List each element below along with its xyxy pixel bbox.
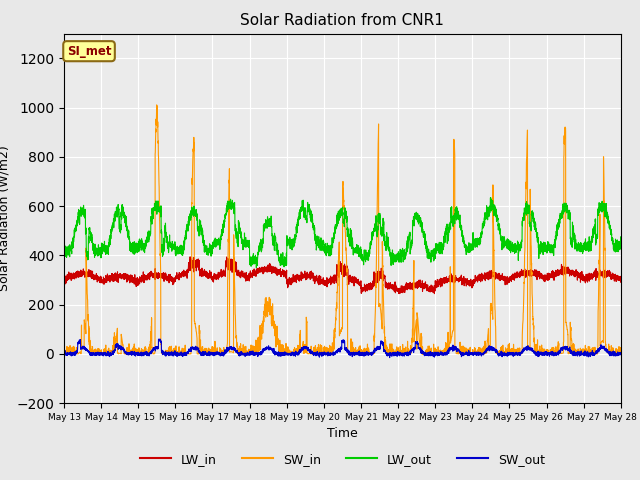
SW_in [322, 351, 330, 357]
SW_in [616, 345, 624, 350]
SW_in [617, 351, 625, 357]
LW_in [322, 281, 330, 287]
Line: LW_in: LW_in [64, 257, 621, 294]
LW_out [60, 253, 68, 259]
LW_out [253, 265, 260, 271]
SW_out [161, 350, 168, 356]
LW_out [436, 250, 444, 256]
LW_in [186, 254, 194, 260]
SW_out [436, 351, 444, 357]
LW_in [616, 274, 624, 279]
SW_out [386, 355, 394, 360]
SW_in [60, 351, 68, 357]
SW_in [153, 102, 161, 108]
LW_out [617, 245, 625, 251]
SW_out [60, 351, 68, 357]
SW_out [322, 350, 330, 356]
LW_out [499, 240, 507, 245]
SW_in [468, 351, 476, 357]
SW_out [617, 351, 625, 357]
SW_in [499, 351, 507, 357]
SW_out [468, 351, 476, 357]
Line: SW_out: SW_out [64, 339, 621, 358]
LW_in [431, 291, 438, 297]
Text: SI_met: SI_met [67, 45, 111, 58]
Line: LW_out: LW_out [64, 198, 621, 268]
SW_in [161, 351, 168, 357]
LW_out [467, 241, 475, 247]
LW_in [436, 278, 444, 284]
SW_out [499, 350, 507, 356]
SW_out [156, 336, 163, 342]
LW_out [322, 245, 330, 251]
LW_out [487, 195, 495, 201]
Y-axis label: Solar Radiation (W/m2): Solar Radiation (W/m2) [0, 145, 11, 291]
SW_in [436, 351, 444, 357]
LW_out [616, 239, 624, 245]
Title: Solar Radiation from CNR1: Solar Radiation from CNR1 [241, 13, 444, 28]
LW_in [499, 277, 507, 283]
LW_in [617, 279, 625, 285]
X-axis label: Time: Time [327, 428, 358, 441]
LW_in [468, 280, 476, 286]
LW_in [60, 278, 68, 284]
SW_out [616, 351, 624, 357]
LW_in [160, 278, 168, 284]
SW_in [60, 345, 68, 350]
Legend: LW_in, SW_in, LW_out, SW_out: LW_in, SW_in, LW_out, SW_out [134, 448, 550, 471]
LW_out [160, 238, 168, 243]
Line: SW_in: SW_in [64, 105, 621, 354]
